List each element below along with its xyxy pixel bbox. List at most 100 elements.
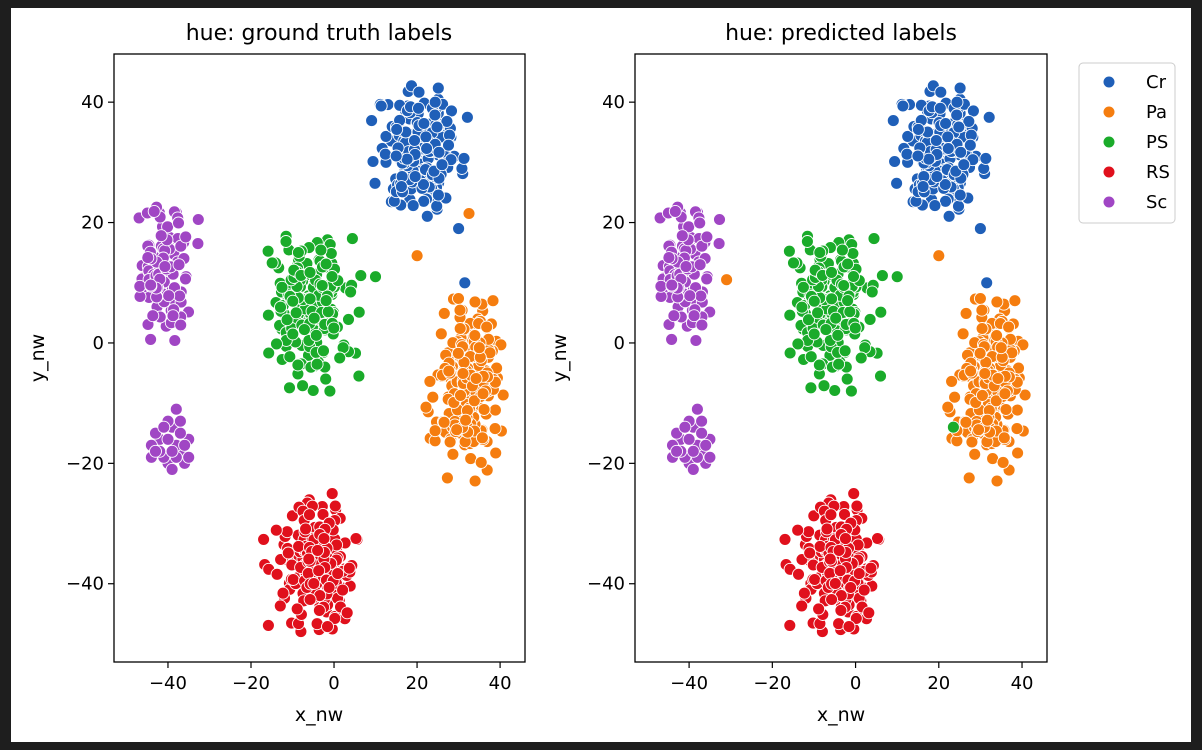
point-ps <box>369 270 382 284</box>
point-ps <box>807 294 821 308</box>
point-rs <box>824 508 838 522</box>
point-sc <box>169 402 183 416</box>
point-ps <box>782 244 796 258</box>
point-cr <box>366 155 380 168</box>
legend-label-rs: RS <box>1146 162 1170 183</box>
point-sc <box>178 438 192 452</box>
legend-box <box>1078 62 1176 224</box>
point-ps <box>303 292 317 306</box>
legend-marker-rs <box>1103 166 1115 178</box>
point-rs <box>791 523 805 537</box>
point-rs <box>270 567 284 581</box>
point-cr <box>412 85 426 99</box>
point-rs <box>303 508 316 522</box>
point-ps <box>344 285 358 299</box>
point-pa <box>472 341 486 355</box>
point-ps <box>307 311 321 325</box>
point-sc <box>668 204 682 218</box>
point-pa <box>972 423 986 437</box>
figure-svg: hue: ground truth labels −40 −20 0 20 40 −40… <box>27 21 1176 726</box>
point-ps <box>310 357 324 371</box>
point-ps <box>286 327 300 341</box>
point-ps <box>309 328 323 342</box>
x-tick-label: −40 <box>670 673 708 694</box>
point-cr <box>962 114 976 128</box>
point-ps <box>946 420 960 434</box>
point-pa <box>489 446 503 460</box>
point-cr <box>952 120 966 134</box>
point-sc <box>695 426 709 440</box>
point-sc <box>686 462 700 476</box>
point-ps <box>804 350 818 364</box>
point-cr <box>939 117 953 130</box>
point-rs <box>820 522 834 536</box>
point-pa <box>440 471 454 485</box>
point-pa <box>975 388 989 402</box>
point-cr <box>400 152 414 166</box>
point-cr <box>417 117 431 130</box>
point-cr <box>406 199 420 213</box>
point-ps <box>843 305 857 319</box>
point-rs <box>828 577 842 590</box>
point-ps <box>319 294 333 308</box>
point-cr <box>950 95 964 109</box>
point-rs <box>311 543 325 557</box>
point-cr <box>431 188 445 202</box>
point-rs <box>864 561 878 575</box>
point-sc <box>665 332 679 346</box>
point-pa <box>990 295 1004 309</box>
point-cr <box>394 180 408 194</box>
y-axis-ticks: −40 −20 0 20 40 <box>587 92 635 595</box>
point-sc <box>694 289 708 303</box>
point-cr <box>420 142 434 155</box>
point-ps <box>283 381 296 395</box>
point-pa <box>980 413 994 427</box>
point-ps <box>854 351 868 365</box>
point-cr <box>900 147 914 161</box>
point-cr <box>428 95 442 109</box>
legend-label-pa: Pa <box>1146 102 1167 123</box>
legend-marker-pa <box>1103 106 1115 118</box>
point-pa <box>975 303 989 317</box>
point-cr <box>452 222 466 236</box>
point-ps <box>807 327 821 341</box>
x-tick-label: −20 <box>232 673 270 694</box>
point-cr <box>916 180 930 194</box>
point-cr <box>957 158 971 172</box>
point-ps <box>289 306 303 320</box>
point-sc <box>686 444 700 458</box>
point-sc <box>665 278 679 292</box>
point-ps <box>297 323 311 337</box>
point-cr <box>954 145 968 159</box>
series-ps <box>782 229 960 434</box>
point-cr <box>930 170 944 184</box>
point-ps <box>262 346 276 360</box>
point-pa <box>468 474 482 488</box>
point-cr <box>408 134 421 147</box>
point-pa <box>965 435 979 449</box>
point-rs <box>349 532 363 545</box>
point-sc <box>690 402 704 416</box>
point-rs <box>808 573 822 586</box>
point-rs <box>331 567 345 581</box>
point-sc <box>700 272 714 286</box>
point-pa <box>959 415 973 429</box>
point-rs <box>857 583 871 597</box>
point-cr <box>378 147 392 161</box>
point-ps <box>265 256 279 270</box>
series-ps <box>261 229 382 398</box>
point-cr <box>374 99 388 113</box>
point-cr <box>911 122 925 136</box>
point-ps <box>838 344 852 358</box>
point-cr <box>460 110 474 124</box>
point-ps <box>840 372 854 386</box>
point-sc <box>166 309 180 323</box>
point-ps <box>261 308 275 322</box>
point-sc <box>654 279 668 293</box>
point-rs <box>261 618 275 632</box>
series-cr <box>365 79 474 290</box>
point-cr <box>368 176 382 190</box>
point-rs <box>321 620 334 634</box>
point-ps <box>819 323 833 337</box>
point-ps <box>875 269 889 283</box>
